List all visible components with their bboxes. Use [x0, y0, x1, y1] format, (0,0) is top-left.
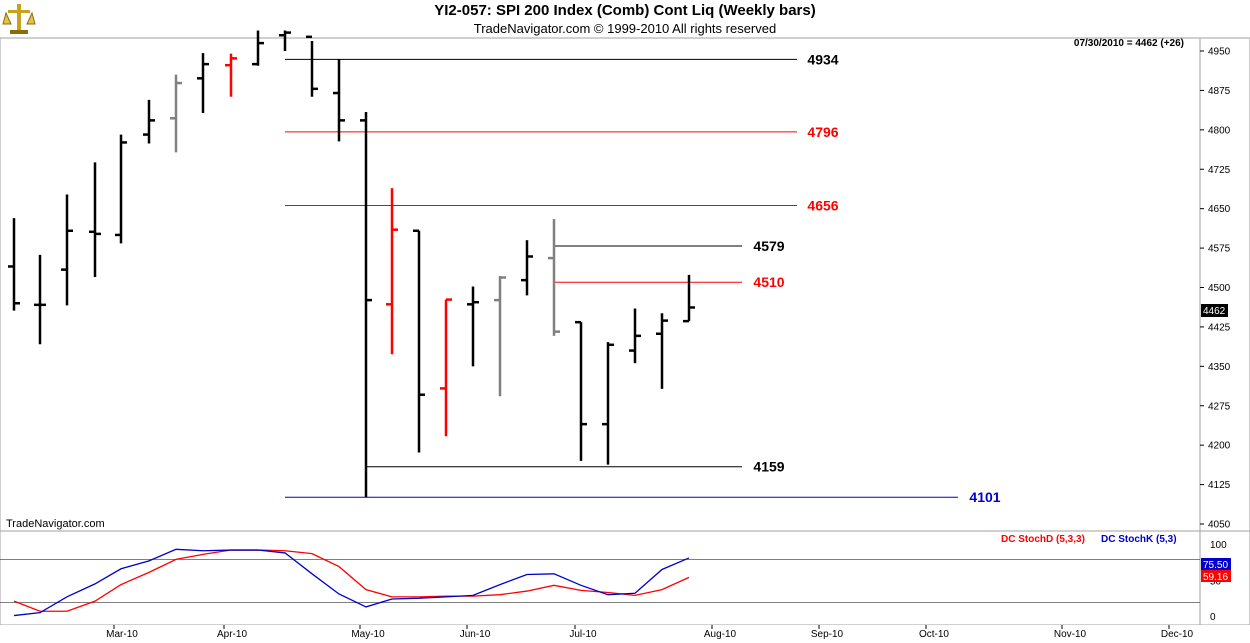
- price-bar: [115, 134, 127, 244]
- x-tick-label: Mar-10: [106, 629, 138, 640]
- price-y-axis: 4950 4875 4800 4725 4650 4575 4500 4425 4350 4275…: [1200, 47, 1231, 531]
- trade-navigator-logo: [2, 4, 36, 34]
- legend-stochk: DC StochK (5,3): [1101, 534, 1177, 545]
- price-bar: [602, 342, 614, 465]
- level-lines: 4934 4796 4656 4579 4510 4159 4101: [285, 51, 1001, 505]
- price-bar: [360, 111, 372, 498]
- price-bar: [629, 308, 641, 364]
- y-tick-label: 4575: [1208, 244, 1231, 255]
- x-tick-label: May-10: [351, 629, 385, 640]
- indicator-series-line: [13, 548, 690, 617]
- level-label: 4579: [753, 238, 784, 254]
- last-price-tag: [1201, 304, 1228, 317]
- price-axis-panel: [1199, 37, 1250, 532]
- price-bar: [494, 275, 506, 397]
- y-tick-label: 4425: [1208, 322, 1231, 333]
- price-bar: [575, 320, 587, 461]
- price-bar: [279, 30, 291, 51]
- price-bar: [548, 219, 560, 336]
- x-tick-label: Jun-10: [460, 629, 491, 640]
- legend-stochd: DC StochD (5,3,3): [1001, 534, 1085, 545]
- price-bar: [306, 35, 318, 97]
- price-bar: [143, 99, 155, 144]
- stochd-readout-tag: [1201, 570, 1231, 582]
- price-bars: [8, 30, 695, 498]
- y-tick-label: 4350: [1208, 362, 1231, 373]
- price-bar: [61, 194, 73, 306]
- indicator-y-tick-label: 0: [1210, 612, 1216, 623]
- y-tick-label: 4500: [1208, 283, 1231, 294]
- y-tick-label: 4200: [1208, 441, 1231, 452]
- x-tick-label: Oct-10: [919, 629, 949, 640]
- x-tick-label: Jul-10: [569, 629, 597, 640]
- price-bar: [197, 53, 209, 114]
- date-x-axis: Mar-10 Apr-10 May-10 Jun-10 Jul-10 Aug-10 Sep-…: [106, 625, 1194, 640]
- y-tick-label: 4275: [1208, 401, 1231, 412]
- level-label: 4934: [807, 51, 838, 67]
- price-bar: [8, 218, 20, 311]
- stochk-readout: 75.50: [1203, 560, 1228, 571]
- x-tick-label: Nov-10: [1054, 629, 1087, 640]
- y-tick-label: 4950: [1208, 47, 1231, 58]
- last-price-label: 4462: [1203, 306, 1226, 317]
- price-bar: [413, 229, 425, 453]
- indicator-y-tick-label: 100: [1210, 540, 1227, 551]
- price-bar: [34, 254, 46, 345]
- x-tick-label: Apr-10: [217, 629, 247, 640]
- price-bar: [467, 286, 479, 367]
- price-bar: [440, 298, 452, 437]
- date-axis-panel: [0, 625, 1250, 643]
- chart-header: YI2-057: SPI 200 Index (Comb) Cont Liq (…: [0, 0, 1250, 38]
- price-panel: [0, 37, 1201, 532]
- date-price-label: 07/30/2010 = 4462 (+26): [1074, 38, 1184, 49]
- x-tick-label: Aug-10: [704, 629, 737, 640]
- x-tick-label: Dec-10: [1161, 629, 1194, 640]
- x-tick-label: Sep-10: [811, 629, 844, 640]
- chart-title: YI2-057: SPI 200 Index (Comb) Cont Liq (…: [434, 2, 816, 19]
- indicator-lines: [13, 548, 690, 617]
- price-bar: [89, 162, 101, 277]
- watermark: TradeNavigator.com: [6, 518, 105, 530]
- price-bar: [386, 188, 398, 355]
- y-tick-label: 4875: [1208, 86, 1231, 97]
- chart-subtitle: TradeNavigator.com © 1999-2010 All right…: [473, 21, 777, 36]
- price-bar: [225, 53, 237, 97]
- price-bar: [333, 59, 345, 142]
- indicator-panel: [0, 530, 1201, 626]
- price-bar: [521, 240, 533, 296]
- level-label: 4796: [807, 124, 838, 140]
- stochd-readout: 59.16: [1203, 572, 1228, 583]
- y-tick-label: 4725: [1208, 165, 1231, 176]
- y-tick-label: 4125: [1208, 480, 1231, 491]
- price-bar: [170, 74, 182, 153]
- level-label: 4101: [969, 489, 1000, 505]
- stochk-readout-tag: [1201, 558, 1231, 570]
- level-label: 4159: [753, 459, 784, 475]
- price-bar: [656, 313, 668, 389]
- price-bar: [252, 30, 264, 66]
- y-tick-label: 4050: [1208, 520, 1231, 531]
- level-label: 4510: [753, 274, 784, 290]
- level-label: 4656: [807, 198, 838, 214]
- y-tick-label: 4650: [1208, 204, 1231, 215]
- indicator-series-line: [13, 549, 690, 612]
- y-tick-label: 4800: [1208, 125, 1231, 136]
- price-bar: [683, 274, 695, 323]
- indicator-reference-lines: [0, 559, 1200, 603]
